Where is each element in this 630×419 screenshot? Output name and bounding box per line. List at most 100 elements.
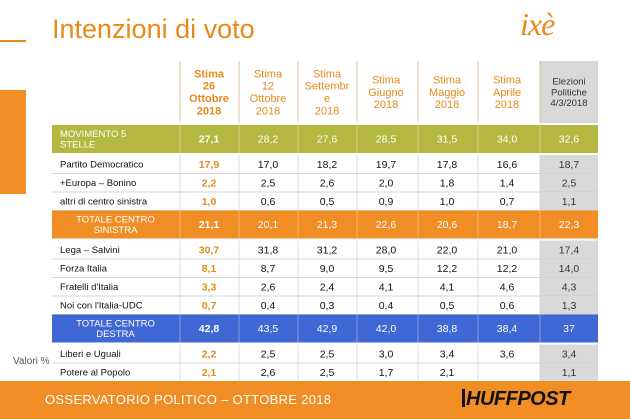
cell-value: 1,3 xyxy=(562,300,577,312)
cell-value: 4,3 xyxy=(562,281,577,293)
cell-value: 22,0 xyxy=(437,244,458,256)
elections-cell-bg xyxy=(540,363,598,382)
cell-value: 31,8 xyxy=(258,244,279,256)
cell-value: 2,4 xyxy=(320,281,335,293)
cell-value: 1,1 xyxy=(562,367,577,379)
cell-value: 17,4 xyxy=(559,244,580,256)
row-background xyxy=(52,125,598,153)
cell-value: 28,0 xyxy=(376,244,397,256)
values-note: Valori % xyxy=(13,356,50,367)
cell-value: 3,3 xyxy=(202,281,217,293)
cell-value: 1,1 xyxy=(562,196,577,208)
column-header: Stima Maggio 2018 xyxy=(429,75,465,112)
cell-value: 17,0 xyxy=(258,159,279,171)
column-header: Stima Aprile 2018 xyxy=(493,75,522,112)
elections-cell-bg xyxy=(540,155,598,174)
cell-value: 2,2 xyxy=(202,177,217,189)
cell-value: 31,2 xyxy=(317,244,338,256)
cell-value: 0,3 xyxy=(320,300,335,312)
cell-value: 2,5 xyxy=(261,348,276,360)
row-label: Forza Italia xyxy=(60,264,108,275)
column-header: Stima Settembr e 2018 xyxy=(305,68,350,117)
elections-cell-bg xyxy=(540,259,598,278)
row-label: MOVIMENTO 5 STELLE xyxy=(60,129,126,151)
title-underline xyxy=(0,40,26,42)
footer-text: OSSERVATORIO POLITICO – OTTOBRE 2018 xyxy=(45,392,332,407)
row-label: +Europa – Bonino xyxy=(60,178,136,189)
cell-value: 0,4 xyxy=(261,300,276,312)
column-header: Stima 26 Ottobre 2018 xyxy=(189,68,229,117)
cell-value: 0,6 xyxy=(261,196,276,208)
logo-text: ixè xyxy=(520,6,555,42)
cell-value: 4,1 xyxy=(379,281,394,293)
cell-value: 1,4 xyxy=(500,177,515,189)
cell-value: 2,1 xyxy=(440,367,455,379)
row-label: TOTALE CENTRO SINISTRA xyxy=(76,215,155,237)
cell-value: 2,6 xyxy=(261,367,276,379)
cell-value: 3,4 xyxy=(562,348,577,360)
cell-value: 12,2 xyxy=(497,263,518,275)
ixe-logo: ixè xyxy=(520,4,568,44)
elections-cell-bg xyxy=(540,192,598,211)
column-header: Elezioni Politiche 4/3/2018 xyxy=(551,77,588,109)
huffpost-watermark: HUFFPOST xyxy=(466,388,570,410)
cell-value: 2,0 xyxy=(379,177,394,189)
cell-value: 3,0 xyxy=(379,348,394,360)
cell-value: 18,7 xyxy=(497,219,518,231)
cell-value: 2,1 xyxy=(202,367,217,379)
page-title: Intenzioni di voto xyxy=(52,14,255,44)
cell-value: 37 xyxy=(563,323,575,335)
cell-value: 8,1 xyxy=(202,263,217,275)
cell-value: 4,6 xyxy=(500,281,515,293)
cell-value: 42,8 xyxy=(199,323,220,335)
cell-value: 0,4 xyxy=(379,300,394,312)
cell-value: 21,0 xyxy=(497,244,518,256)
cell-value: 9,5 xyxy=(379,263,394,275)
cell-value: 2,5 xyxy=(562,177,577,189)
left-accent-bar xyxy=(0,90,26,194)
cell-value: 22,3 xyxy=(559,219,580,231)
cell-value: 0,5 xyxy=(440,300,455,312)
cell-value: 12,2 xyxy=(437,263,458,275)
row-label: altri di centro sinistra xyxy=(60,197,148,208)
column-header: Stima 12 Ottobre 2018 xyxy=(250,68,287,117)
cell-value: 0,7 xyxy=(500,196,515,208)
elections-cell-bg xyxy=(540,277,598,296)
cell-value: 21,1 xyxy=(199,219,220,231)
row-label: Lega – Salvini xyxy=(60,245,120,256)
row-background xyxy=(52,314,598,343)
elections-cell-bg xyxy=(540,344,598,363)
watermark-bar xyxy=(462,389,465,407)
cell-value: 2,2 xyxy=(202,348,217,360)
cell-value: 0,5 xyxy=(320,196,335,208)
row-label: Partito Democratico xyxy=(60,160,143,171)
elections-cell-bg xyxy=(540,240,598,259)
cell-value: 42,9 xyxy=(317,323,338,335)
cell-value: 42,0 xyxy=(376,323,397,335)
cell-value: 34,0 xyxy=(497,134,518,146)
row-label: Liberi e Uguali xyxy=(60,349,121,360)
cell-value: 31,5 xyxy=(437,134,458,146)
cell-value: 22,6 xyxy=(376,219,397,231)
elections-cell-bg xyxy=(540,173,598,192)
cell-value: 4,1 xyxy=(440,281,455,293)
cell-value: 20,6 xyxy=(437,219,458,231)
cell-value: 17,9 xyxy=(199,159,220,171)
cell-value: 43,5 xyxy=(258,323,279,335)
cell-value: 20,1 xyxy=(258,219,279,231)
cell-value: 27,6 xyxy=(317,134,338,146)
cell-value: 1,0 xyxy=(202,196,217,208)
cell-value: 3,4 xyxy=(440,348,455,360)
row-label: Noi con l'Italia-UDC xyxy=(60,301,143,312)
cell-value: 2,6 xyxy=(320,177,335,189)
cell-value: 27,1 xyxy=(199,134,220,146)
cell-value: 2,5 xyxy=(261,177,276,189)
cell-value: 17,8 xyxy=(437,159,458,171)
row-background xyxy=(52,210,598,239)
cell-value: 28,2 xyxy=(258,134,279,146)
cell-value: 30,7 xyxy=(199,244,220,256)
cell-value: 1,8 xyxy=(440,177,455,189)
cell-value: 21,3 xyxy=(317,219,338,231)
cell-value: 0,6 xyxy=(500,300,515,312)
